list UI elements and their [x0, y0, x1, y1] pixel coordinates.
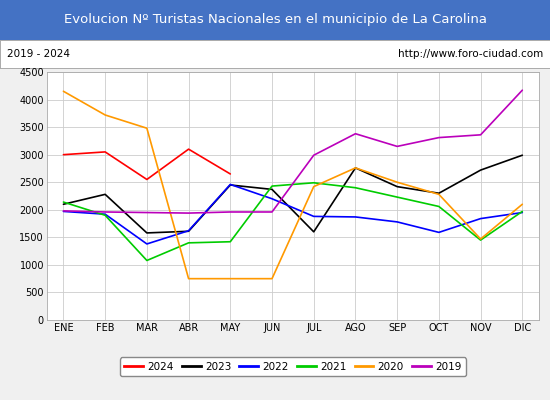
Text: 2019 - 2024: 2019 - 2024 [7, 49, 70, 59]
Legend: 2024, 2023, 2022, 2021, 2020, 2019: 2024, 2023, 2022, 2021, 2020, 2019 [120, 358, 466, 376]
Text: Evolucion Nº Turistas Nacionales en el municipio de La Carolina: Evolucion Nº Turistas Nacionales en el m… [63, 14, 487, 26]
Text: http://www.foro-ciudad.com: http://www.foro-ciudad.com [398, 49, 543, 59]
